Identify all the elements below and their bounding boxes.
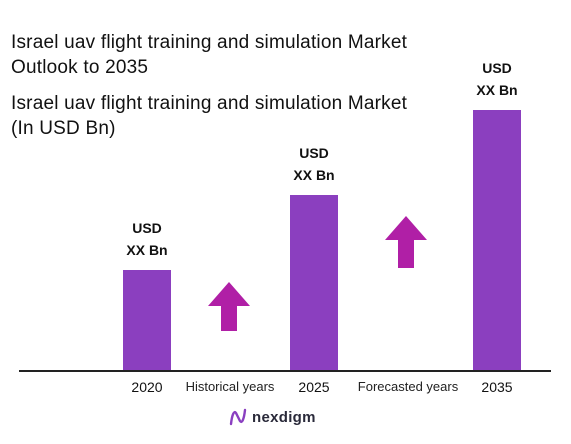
tick-label-2020: 2020 [131,379,162,395]
chart-title-line-1: Israel uav flight training and simulatio… [11,32,408,53]
data-label-2035-line-1: USD [482,60,512,76]
growth-arrow-forecast-icon [385,216,427,268]
growth-arrow-historical-icon [208,282,250,331]
tick-label-2025: 2025 [298,379,329,395]
data-label-2025-line-1: USD [299,145,329,161]
tick-label-2035: 2035 [481,379,512,395]
bar-2020 [123,270,171,370]
bar-2035 [473,110,521,370]
bar-2025 [290,195,338,370]
arrows-layer [208,216,427,331]
chart-subtitle-line-2: (In USD Bn) [11,118,116,139]
period-label-1: Historical years [186,379,275,394]
labels-layer: USD XX Bn 2020 USD XX Bn 2025 USD XX Bn 2035 Hist… [126,60,517,395]
nexdigm-logo-icon [229,408,247,426]
chart-title-line-2: Outlook to 2035 [11,57,149,78]
bars-layer [123,110,521,370]
chart-subtitle-line-1: Israel uav flight training and simulatio… [11,93,408,114]
data-label-2020-line-1: USD [132,220,162,236]
period-label-2: Forecasted years [358,379,459,394]
chart-subtitle: Israel uav flight training and simulatio… [11,91,466,141]
data-label-2020-line-2: XX Bn [126,242,167,258]
data-label-2025-line-2: XX Bn [293,167,334,183]
data-label-2035-line-2: XX Bn [476,82,517,98]
brand-name: nexdigm [252,408,316,426]
chart-title: Israel uav flight training and simulatio… [11,30,466,80]
brand-logo: nexdigm [228,407,316,427]
